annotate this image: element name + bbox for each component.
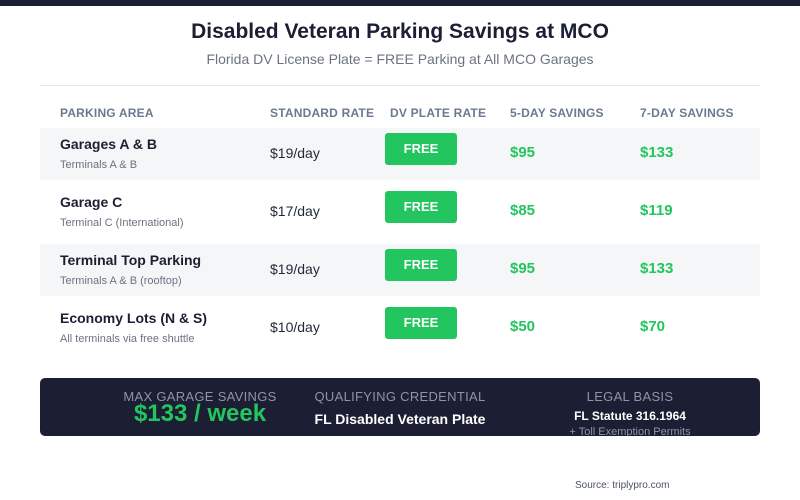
- source-credit: Source: triplypro.com: [575, 480, 670, 491]
- page-subtitle: Florida DV License Plate = FREE Parking …: [206, 51, 594, 67]
- seven-day-savings: $119: [640, 202, 673, 219]
- column-header-dv-plate-rate: DV PLATE RATE: [390, 106, 487, 120]
- dv-rate-free-badge: FREE: [385, 307, 457, 339]
- seven-day-savings: $70: [640, 318, 666, 335]
- seven-day-savings: $133: [640, 144, 674, 161]
- legal-basis-label: LEGAL BASIS: [586, 389, 674, 404]
- five-day-savings: $85: [510, 202, 536, 219]
- table-row: Garage C Terminal C (International) $17/…: [40, 186, 760, 238]
- dv-rate-free-badge: FREE: [385, 191, 457, 223]
- credential-label: QUALIFYING CREDENTIAL: [314, 389, 486, 404]
- parking-area-name: Economy Lots (N & S): [60, 310, 208, 326]
- five-day-savings: $95: [510, 260, 536, 277]
- five-day-savings: $50: [510, 318, 536, 335]
- legal-basis-value: FL Statute 316.1964: [574, 409, 686, 423]
- table-row: Terminal Top Parking Terminals A & B (ro…: [40, 244, 760, 296]
- table-row: Economy Lots (N & S) All terminals via f…: [40, 302, 760, 354]
- standard-rate: $19/day: [270, 145, 320, 161]
- seven-day-savings: $133: [640, 260, 674, 277]
- credential-block: QUALIFYING CREDENTIAL FL Disabled Vetera…: [290, 378, 510, 436]
- summary-panel: MAX GARAGE SAVINGS $133 / week QUALIFYIN…: [40, 378, 760, 436]
- credential-value: FL Disabled Veteran Plate: [314, 411, 486, 427]
- page-title: Disabled Veteran Parking Savings at MCO: [191, 20, 609, 43]
- max-savings-label: MAX GARAGE SAVINGS: [123, 389, 277, 404]
- header-divider: [40, 85, 760, 86]
- legal-basis-block: LEGAL BASIS FL Statute 316.1964 + Toll E…: [530, 378, 730, 436]
- parking-area-terminals: Terminals A & B (rooftop): [60, 275, 182, 287]
- column-header-parking-area: PARKING AREA: [60, 106, 154, 120]
- max-savings-value: $133 / week: [133, 400, 267, 427]
- table-row: Garages A & B Terminals A & B $19/day FR…: [40, 128, 760, 180]
- standard-rate: $17/day: [270, 203, 320, 219]
- parking-area-name: Garages A & B: [60, 136, 157, 152]
- parking-area-terminals: Terminal C (International): [60, 217, 184, 229]
- standard-rate: $10/day: [270, 319, 320, 335]
- column-header-standard-rate: STANDARD RATE: [270, 106, 375, 120]
- top-accent-bar: [0, 0, 800, 6]
- parking-area-name: Garage C: [60, 194, 123, 210]
- table-header: PARKING AREA STANDARD RATE DV PLATE RATE…: [40, 106, 760, 122]
- max-savings-block: MAX GARAGE SAVINGS $133 / week: [100, 378, 300, 436]
- standard-rate: $19/day: [270, 261, 320, 277]
- dv-rate-free-badge: FREE: [385, 249, 457, 281]
- five-day-savings: $95: [510, 144, 536, 161]
- legal-basis-note: + Toll Exemption Permits: [569, 426, 691, 436]
- column-header-5-day-savings: 5-DAY SAVINGS: [510, 106, 604, 120]
- dv-rate-free-badge: FREE: [385, 133, 457, 165]
- parking-area-terminals: All terminals via free shuttle: [60, 333, 195, 345]
- parking-area-terminals: Terminals A & B: [60, 159, 138, 171]
- column-header-7-day-savings: 7-DAY SAVINGS: [640, 106, 734, 120]
- parking-area-name: Terminal Top Parking: [60, 252, 202, 268]
